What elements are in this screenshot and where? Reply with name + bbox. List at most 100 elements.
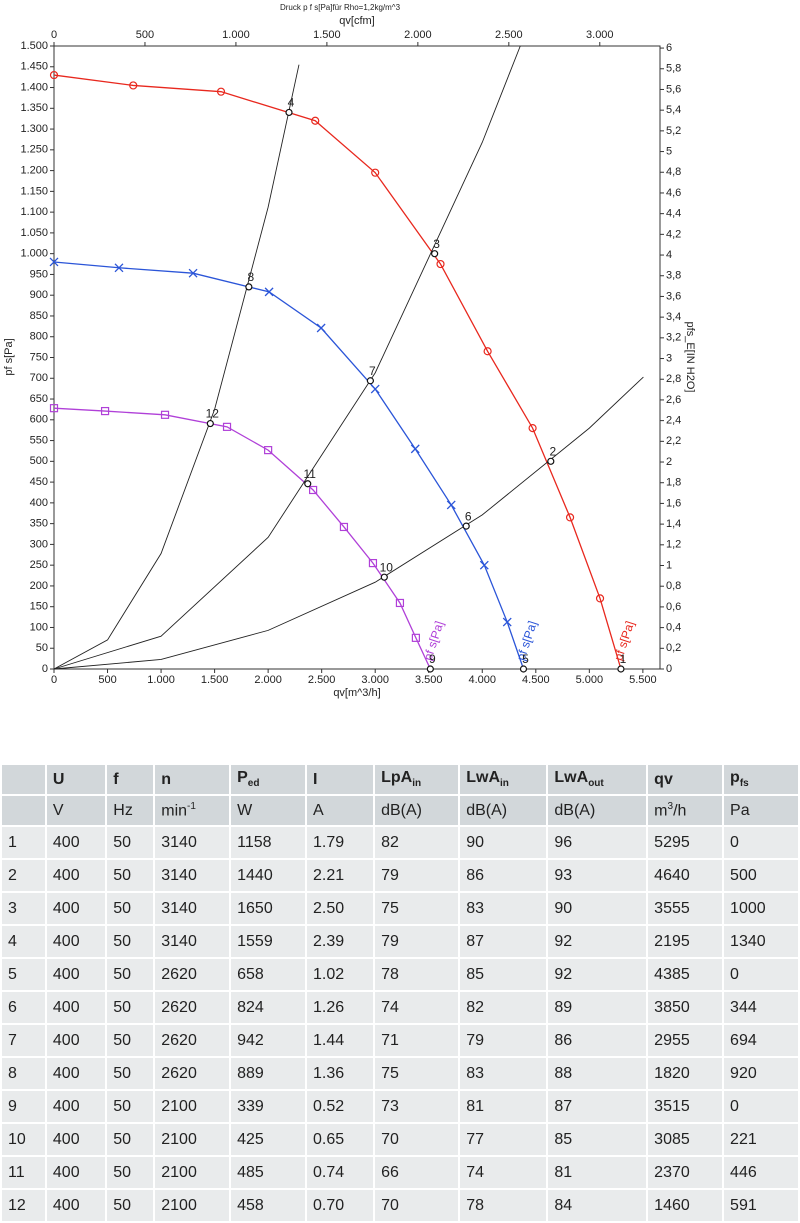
y2-tick-label: 3,2 (666, 332, 681, 344)
y2-tick-label: 3,8 (666, 270, 681, 282)
y-tick-label: 900 (30, 289, 48, 301)
table-cell: 0 (722, 1089, 800, 1124)
header-cell (0, 794, 47, 827)
curve (53, 376, 644, 670)
y2-tick-label: 4 (666, 249, 672, 261)
cell-text: W (237, 801, 253, 819)
header-cell: Hz (105, 794, 156, 827)
y2-tick-label: 6 (666, 42, 672, 54)
marker (446, 500, 456, 510)
marker (49, 257, 59, 267)
table-cell: 0 (722, 957, 800, 992)
table-row: 1 400 50 3140 1158 1.79 82 90 96 5295 0 (0, 825, 800, 860)
table-cell: 458 (229, 1188, 307, 1223)
table-cell: 8 (0, 1056, 47, 1091)
table-cell: 75 (373, 891, 461, 926)
table-cell: 3850 (646, 990, 725, 1025)
y-tick-label: 1.100 (20, 206, 48, 218)
y2-tick-label: 3,4 (666, 311, 681, 323)
table-cell: 500 (722, 858, 800, 893)
operating-point (380, 573, 388, 581)
table-cell: 50 (105, 858, 156, 893)
header-cell: Ped (229, 763, 307, 796)
curve (53, 261, 525, 670)
table-cell: 82 (373, 825, 461, 860)
table-cell: 83 (458, 891, 549, 926)
table-cell: 50 (105, 1089, 156, 1124)
y-tick-label: 1.250 (20, 144, 48, 156)
table-row: 11 400 50 2100 485 0.74 66 74 81 2370 446 (0, 1155, 800, 1190)
y-tick-label: 1.300 (20, 123, 48, 135)
table-cell: 446 (722, 1155, 800, 1190)
table-cell: 66 (373, 1155, 461, 1190)
cell-text: f (113, 770, 119, 788)
x-tick-label: 4.500 (522, 674, 550, 686)
table-cell: 70 (373, 1188, 461, 1223)
table-cell: 4640 (646, 858, 725, 893)
table-row: 5 400 50 2620 658 1.02 78 85 92 4385 0 (0, 957, 800, 992)
cell-text: I (313, 770, 318, 788)
table-cell: 96 (546, 825, 649, 860)
x-tick-label: 0 (51, 674, 57, 686)
table-cell: 591 (722, 1188, 800, 1223)
table-cell: 400 (44, 1122, 108, 1157)
cell-text: P (237, 769, 248, 787)
table-cell: 3140 (153, 924, 232, 959)
cell-text: V (52, 801, 64, 819)
y-axis-label: pf s[Pa] (3, 338, 15, 375)
operating-point (304, 480, 312, 488)
y2-tick-label: 3 (666, 352, 672, 364)
table-cell: 1.02 (304, 957, 376, 992)
operating-point (245, 283, 253, 291)
table-cell: 0.74 (304, 1155, 376, 1190)
y-tick-label: 1.000 (20, 248, 48, 260)
header-cell: LwAin (458, 763, 549, 796)
y-tick-label: 0 (42, 663, 48, 675)
y-tick-label: 800 (30, 331, 48, 343)
table-row: 10 400 50 2100 425 0.65 70 77 85 3085 221 (0, 1122, 800, 1157)
table-cell: 2195 (646, 924, 725, 959)
table-cell: 92 (546, 957, 649, 992)
table-cell: 889 (229, 1056, 307, 1091)
table-cell: 10 (0, 1122, 47, 1157)
table-cell: 6 (0, 990, 47, 1025)
cell-text: LwA (554, 769, 589, 787)
operating-point-label: 11 (304, 467, 317, 481)
table-cell: 400 (44, 957, 108, 992)
cell-sub: out (588, 778, 604, 790)
table-cell: 88 (546, 1056, 649, 1091)
table-cell: 78 (458, 1188, 549, 1223)
curve (53, 45, 521, 670)
cell-text: U (52, 770, 65, 788)
table-cell: 1650 (229, 891, 307, 926)
marker (100, 406, 110, 416)
marker (316, 323, 326, 333)
y-tick-label: 1.450 (20, 61, 48, 73)
marker (114, 263, 124, 273)
y2-tick-label: 4,2 (666, 228, 681, 240)
x-tick-label: 4.000 (469, 674, 497, 686)
table-cell: 400 (44, 858, 108, 893)
table-cell: 3555 (646, 891, 725, 926)
x-tick-label: 2.000 (254, 674, 282, 686)
x-tick-label: 5.500 (629, 674, 657, 686)
y-tick-label: 150 (30, 601, 48, 613)
header-cell: LwAout (546, 763, 649, 796)
marker (49, 70, 59, 80)
table-cell: 50 (105, 1122, 156, 1157)
table-cell: 400 (44, 1056, 108, 1091)
marker (49, 404, 59, 413)
cell-text: dB(A) (554, 801, 596, 819)
table-cell: 824 (229, 990, 307, 1025)
header-cell: I (304, 763, 376, 796)
table-cell: 400 (44, 825, 108, 860)
table-cell: 658 (229, 957, 307, 992)
operating-point-label: 5 (522, 652, 529, 666)
table-cell: 92 (546, 924, 649, 959)
table-cell: 2.50 (304, 891, 376, 926)
cell-text: n (161, 770, 172, 788)
table-cell: 2620 (153, 1056, 232, 1091)
x2-tick-label: 2.000 (404, 29, 432, 41)
y2-tick-label: 3,6 (666, 290, 681, 302)
